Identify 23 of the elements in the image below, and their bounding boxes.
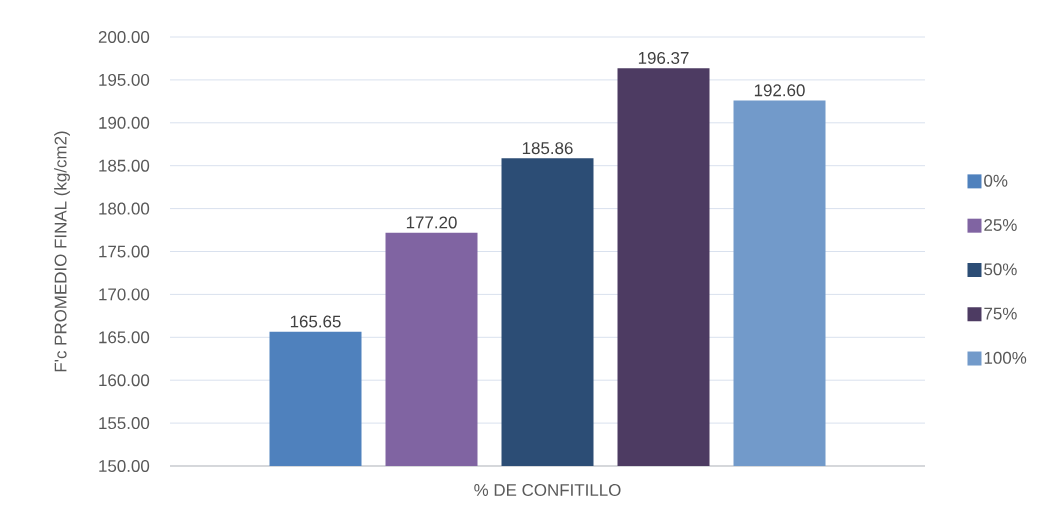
y-tick-label: 195.00 — [99, 73, 150, 86]
y-tick-label: 160.00 — [99, 374, 150, 387]
legend-label: 75% — [984, 307, 1017, 320]
legend-label: 25% — [984, 219, 1017, 232]
y-tick-label: 185.00 — [99, 159, 150, 172]
data-label: 192.60 — [754, 84, 805, 97]
data-label: 196.37 — [638, 51, 689, 64]
legend-label: 0% — [984, 174, 1008, 187]
x-axis-title: % DE CONFITILLO — [474, 484, 621, 497]
data-label: 177.20 — [406, 216, 457, 229]
y-tick-label: 190.00 — [99, 116, 150, 129]
y-tick-label: 150.00 — [99, 460, 150, 472]
y-tick-label: 165.00 — [99, 331, 150, 344]
y-axis-title: F'c PROMEDIO FINAL (kg/cm2) — [54, 131, 70, 372]
data-label: 165.65 — [290, 315, 341, 328]
y-tick-label: 175.00 — [99, 245, 150, 258]
y-tick-label: 200.00 — [98, 31, 150, 43]
legend-label: 100% — [984, 351, 1027, 364]
y-tick-label: 170.00 — [99, 288, 150, 301]
legend-label: 50% — [984, 263, 1017, 276]
data-label: 185.86 — [522, 142, 573, 155]
y-tick-label: 155.00 — [99, 417, 150, 430]
y-tick-label: 180.00 — [99, 202, 150, 215]
